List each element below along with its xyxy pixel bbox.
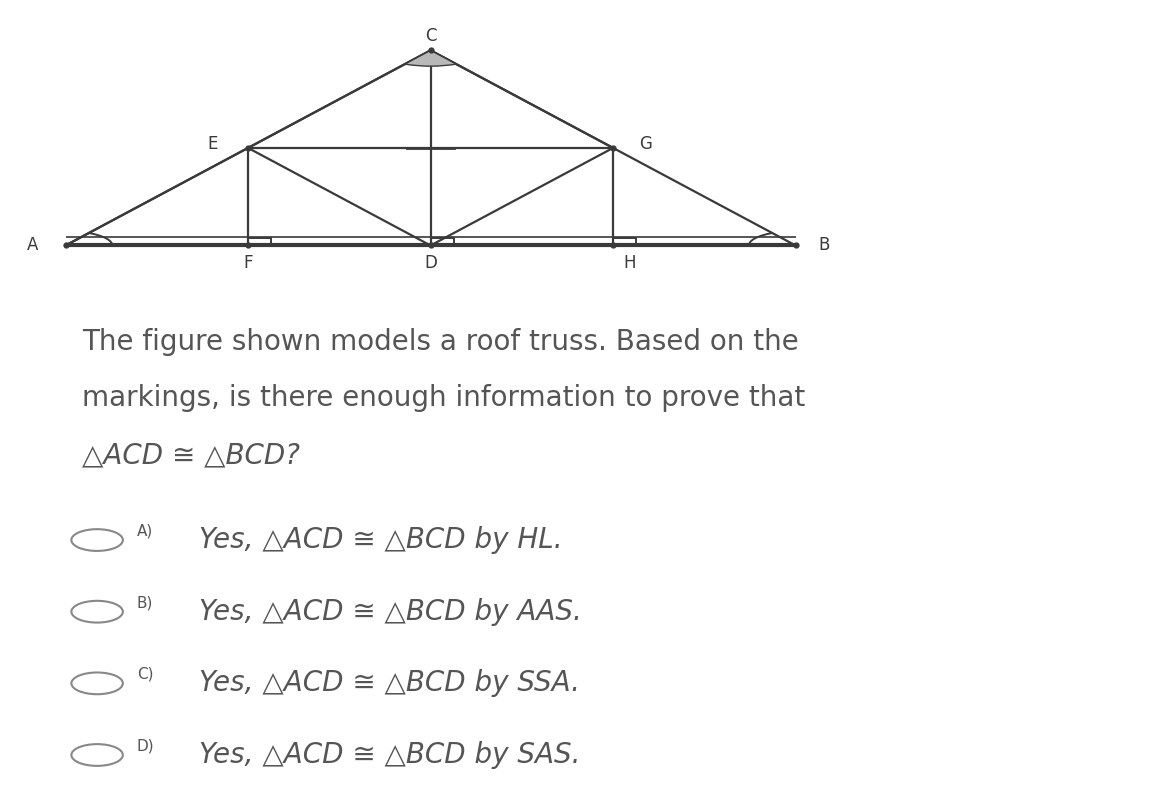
Text: Yes, △ACD ≅ △BCD by SAS.: Yes, △ACD ≅ △BCD by SAS.	[199, 741, 580, 769]
Text: C: C	[425, 27, 436, 45]
Text: The figure shown models a roof truss. Based on the: The figure shown models a roof truss. Ba…	[82, 328, 799, 355]
Text: B): B)	[137, 595, 153, 611]
Text: A): A)	[137, 524, 153, 539]
Text: Yes, △ACD ≅ △BCD by SSA.: Yes, △ACD ≅ △BCD by SSA.	[199, 669, 580, 697]
Text: markings, is there enough information to prove that: markings, is there enough information to…	[82, 384, 805, 412]
Text: Yes, △ACD ≅ △BCD by HL.: Yes, △ACD ≅ △BCD by HL.	[199, 526, 563, 554]
Text: B: B	[818, 237, 830, 254]
Text: C): C)	[137, 667, 153, 682]
Text: A: A	[27, 237, 39, 254]
Text: F: F	[243, 253, 253, 272]
Text: E: E	[207, 135, 218, 152]
Text: △ACD ≅ △BCD?: △ACD ≅ △BCD?	[82, 442, 300, 469]
Text: Yes, △ACD ≅ △BCD by AAS.: Yes, △ACD ≅ △BCD by AAS.	[199, 598, 581, 626]
Text: D: D	[424, 253, 438, 272]
Text: D): D)	[137, 739, 154, 754]
Text: H: H	[624, 253, 636, 272]
Wedge shape	[405, 50, 456, 66]
Text: G: G	[639, 135, 653, 152]
